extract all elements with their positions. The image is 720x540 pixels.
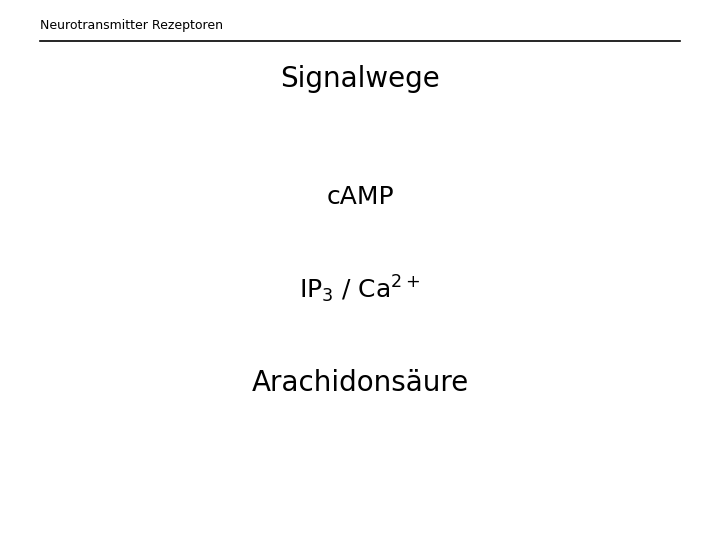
Text: Signalwege: Signalwege bbox=[280, 65, 440, 93]
Text: IP$_{3}$ / Ca$^{2+}$: IP$_{3}$ / Ca$^{2+}$ bbox=[300, 273, 420, 305]
Text: cAMP: cAMP bbox=[326, 185, 394, 209]
Text: Neurotransmitter Rezeptoren: Neurotransmitter Rezeptoren bbox=[40, 19, 222, 32]
Text: Arachidonsäure: Arachidonsäure bbox=[251, 369, 469, 397]
